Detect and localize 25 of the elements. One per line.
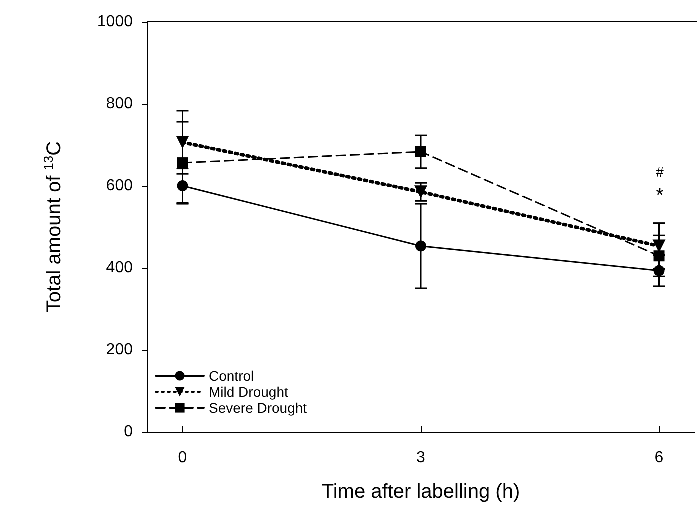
legend-label: Control [209, 368, 254, 384]
point [654, 250, 665, 262]
y-tick-label: 600 [106, 178, 134, 194]
x-axis-title: Time after labelling (h) [322, 481, 520, 503]
y-tick-label: 400 [106, 260, 134, 276]
point [177, 180, 188, 192]
y-tick-label: 1000 [97, 14, 134, 30]
legend-label: Severe Drought [209, 400, 308, 416]
point [176, 136, 190, 150]
x-tick-label: 3 [416, 450, 426, 466]
point [177, 158, 188, 169]
x-tick-label: 0 [178, 450, 188, 466]
legend-label: Mild Drought [209, 384, 288, 400]
y-tick-label: 800 [106, 96, 134, 112]
y-tick-label: 200 [106, 342, 134, 358]
point [416, 240, 426, 252]
point [416, 146, 426, 158]
y-axis-title: Total amount of 13C [41, 141, 66, 313]
point [654, 265, 665, 276]
x-tick-label: 6 [654, 450, 664, 466]
annotation: * [656, 185, 664, 207]
point [414, 186, 428, 199]
y-tick-label: 0 [124, 424, 134, 440]
point [652, 240, 666, 253]
annotation: # [656, 164, 664, 180]
